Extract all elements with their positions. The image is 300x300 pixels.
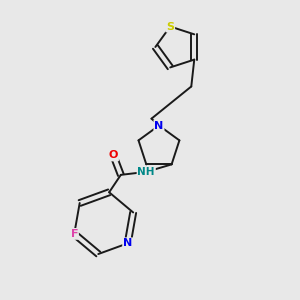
Text: O: O: [109, 150, 118, 161]
Text: N: N: [123, 238, 132, 248]
Text: S: S: [166, 22, 174, 32]
Text: F: F: [70, 229, 78, 239]
Text: NH: NH: [137, 167, 155, 177]
Text: N: N: [154, 121, 164, 130]
